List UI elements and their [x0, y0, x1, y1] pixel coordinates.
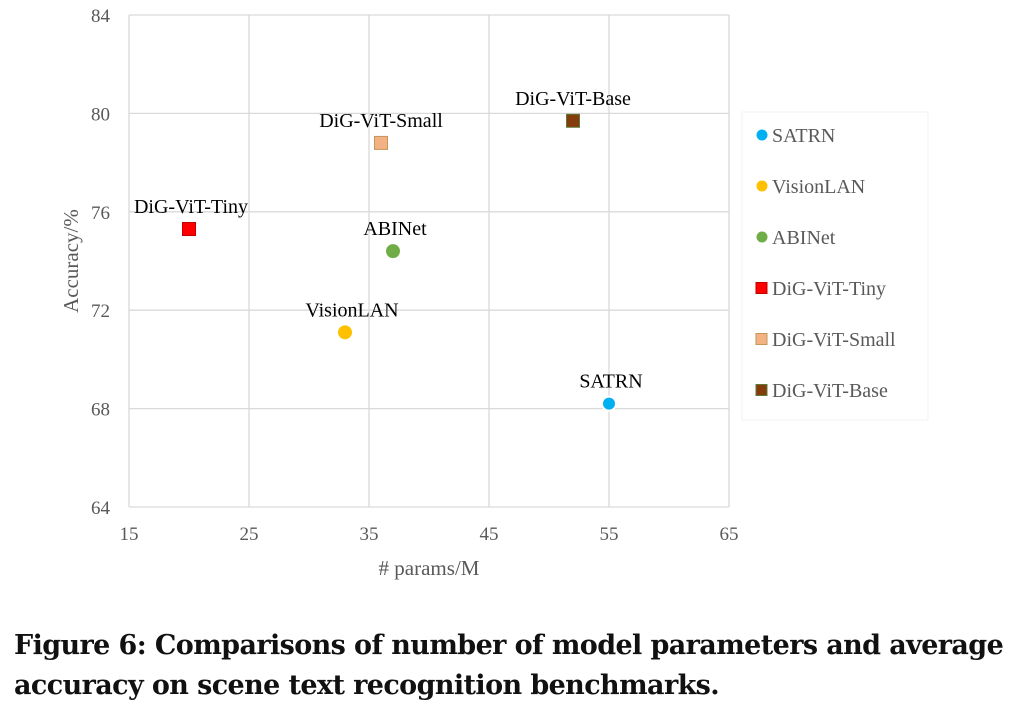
y-tick-label: 72: [91, 301, 110, 322]
legend-label-dig-vit-tiny: DiG-ViT-Tiny: [772, 278, 886, 300]
figure-caption: Figure 6: Comparisons of number of model…: [14, 630, 1004, 701]
legend-label-satrn: SATRN: [772, 125, 835, 147]
label-visionlan: VisionLAN: [305, 299, 398, 321]
x-axis-title: # params/M: [379, 556, 480, 580]
point-abinet: [386, 244, 400, 259]
label-dig-vit-small: DiG-ViT-Small: [319, 110, 443, 132]
x-tick-label: 35: [360, 524, 379, 545]
legend-label-dig-vit-base: DiG-ViT-Base: [772, 380, 888, 402]
legend-label-dig-vit-small: DiG-ViT-Small: [772, 329, 896, 351]
point-visionlan: [338, 325, 352, 340]
legend-label-visionlan: VisionLAN: [772, 176, 865, 198]
x-tick-label: 65: [720, 524, 739, 545]
x-tick-label: 25: [240, 524, 259, 545]
y-axis-ticks: 64 68 72 76 80 84: [91, 6, 111, 519]
point-dig-vit-tiny: [182, 222, 196, 237]
label-satrn: SATRN: [579, 371, 642, 393]
y-tick-label: 80: [91, 104, 110, 125]
legend-marker-dig-vit-tiny: [755, 282, 768, 294]
x-tick-label: 15: [120, 524, 139, 545]
point-dig-vit-small: [374, 135, 388, 150]
y-tick-label: 84: [91, 6, 111, 27]
scatter-chart: 64 68 72 76 80 84 15 25 35 45 55 65 # params/M Acc…: [59, 6, 929, 580]
data-points: [182, 113, 617, 412]
y-axis-title: Accuracy/%: [59, 209, 83, 313]
label-abinet: ABINet: [363, 218, 427, 240]
legend-marker-abinet: [756, 231, 768, 243]
label-dig-vit-base: DiG-ViT-Base: [515, 88, 631, 110]
point-satrn: [601, 395, 617, 412]
y-tick-label: 68: [91, 400, 110, 421]
x-tick-label: 55: [600, 524, 619, 545]
legend-box: [741, 111, 929, 421]
legend-marker-visionlan: [756, 180, 768, 192]
x-tick-label: 45: [480, 524, 499, 545]
point-dig-vit-base: [566, 113, 580, 128]
x-axis-ticks: 15 25 35 45 55 65: [120, 524, 739, 545]
legend: SATRN VisionLAN ABINet DiG-ViT-Tiny DiG-ViT-…: [755, 125, 896, 402]
point-labels: SATRN VisionLAN ABINet DiG-ViT-Tiny DiG-ViT-…: [134, 88, 643, 393]
label-dig-vit-tiny: DiG-ViT-Tiny: [134, 196, 248, 218]
y-tick-label: 64: [91, 498, 111, 519]
legend-label-abinet: ABINet: [772, 227, 836, 249]
legend-marker-satrn: [756, 129, 768, 141]
legend-marker-dig-vit-small: [755, 333, 768, 345]
y-tick-label: 76: [91, 203, 110, 224]
legend-marker-dig-vit-base: [755, 384, 768, 396]
grid: [128, 14, 730, 508]
